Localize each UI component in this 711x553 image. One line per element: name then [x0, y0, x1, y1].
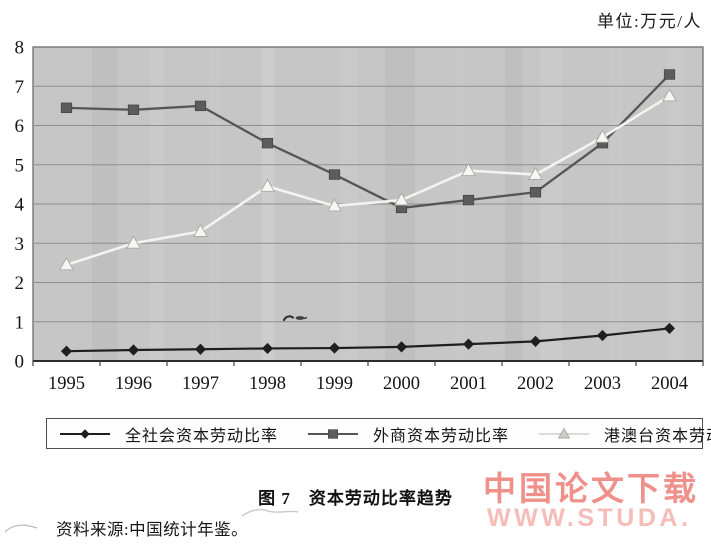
data-point-marker — [328, 428, 339, 439]
data-point-marker — [261, 137, 274, 149]
x-axis-label: 1997 — [182, 374, 219, 394]
data-point-marker — [528, 166, 543, 180]
watermark-site-name: 中国论文下载 — [483, 470, 699, 507]
data-point-marker — [194, 100, 207, 112]
ink-smudge — [282, 315, 308, 322]
watermark-site-url: WWW.STUDA. — [487, 504, 692, 532]
data-point-marker — [663, 322, 676, 335]
x-axis-label: 1998 — [249, 374, 286, 394]
data-point-marker — [126, 235, 141, 249]
y-axis-label: 7 — [15, 77, 25, 98]
series-line — [66, 73, 671, 210]
series-diamond — [60, 322, 676, 357]
x-axis-label: 2004 — [651, 374, 688, 394]
legend-marker-sample — [539, 427, 590, 438]
data-point-marker — [127, 104, 140, 115]
x-axis-label: 1995 — [48, 374, 85, 394]
data-point-marker — [462, 194, 475, 206]
x-axis-label: 2003 — [584, 374, 621, 394]
figure-title: 资本劳动比率趋势 — [308, 489, 453, 508]
legend-item: 外商资本劳动比率 — [306, 422, 509, 446]
source-note: 资料来源:中国统计年鉴。 — [56, 520, 249, 539]
data-point-marker — [59, 257, 74, 271]
x-axis-label: 1996 — [115, 374, 152, 394]
data-point-marker — [60, 102, 73, 114]
data-point-marker — [663, 69, 676, 80]
data-point-marker — [394, 192, 409, 206]
scan-scratch — [4, 524, 38, 533]
legend-marker-sample — [60, 428, 110, 439]
data-point-marker — [328, 342, 341, 354]
data-point-marker — [193, 223, 208, 237]
legend-item-label: 外商资本劳动比率 — [373, 427, 510, 445]
data-point-marker — [60, 345, 73, 357]
data-point-marker — [529, 335, 542, 347]
data-point-marker — [80, 428, 90, 439]
data-point-marker — [557, 427, 571, 438]
y-axis-label: 8 — [15, 38, 25, 59]
legend-item-label: 全社会资本劳动比率 — [125, 427, 279, 445]
y-axis-label: 5 — [15, 155, 25, 176]
data-point-marker — [595, 129, 610, 143]
data-point-marker — [328, 169, 341, 180]
legend-marker-sample — [308, 428, 359, 439]
legend-item: 全社会资本劳动比率 — [58, 422, 278, 446]
y-axis-label: 2 — [15, 273, 25, 294]
legend-item-label: 港澳台资本劳动比率 — [604, 427, 711, 445]
y-axis-label: 1 — [15, 312, 25, 333]
line-chart: 0 1 2 3 4 5 6 7 8 1995 1996 1997 1998 1999 2000 2001 200… — [15, 38, 704, 394]
y-axis-label: 4 — [15, 195, 25, 216]
data-point-marker — [462, 338, 475, 350]
series-triangle — [59, 88, 677, 271]
series-line — [66, 94, 671, 267]
y-axis-label: 0 — [15, 352, 25, 373]
data-point-marker — [662, 88, 677, 102]
data-point-marker — [529, 187, 542, 198]
data-point-marker — [261, 342, 274, 355]
chart-legend: 全社会资本劳动比率 外商资本劳动比率 港澳台资本劳动比率 — [46, 418, 711, 449]
data-point-marker — [327, 198, 342, 212]
x-axis-label: 1999 — [316, 374, 353, 394]
data-point-marker — [260, 178, 275, 192]
series-line — [66, 327, 670, 353]
data-point-marker — [194, 343, 207, 355]
y-axis-label: 6 — [15, 116, 25, 137]
x-axis-label: 2002 — [517, 374, 554, 394]
figure-caption: 图 7 资本劳动比率趋势 — [0, 484, 711, 509]
x-axis-label: 2000 — [383, 374, 420, 394]
figure-number: 图 7 — [258, 489, 291, 508]
data-point-marker — [596, 329, 609, 342]
y-axis-label: 3 — [15, 234, 25, 255]
unit-label: 单位:万元/人 — [597, 12, 702, 31]
x-axis-label: 2001 — [450, 374, 487, 394]
data-point-marker — [395, 341, 408, 353]
data-point-marker — [461, 162, 476, 177]
legend-item: 港澳台资本劳动比率 — [537, 422, 711, 446]
data-point-marker — [127, 344, 140, 356]
